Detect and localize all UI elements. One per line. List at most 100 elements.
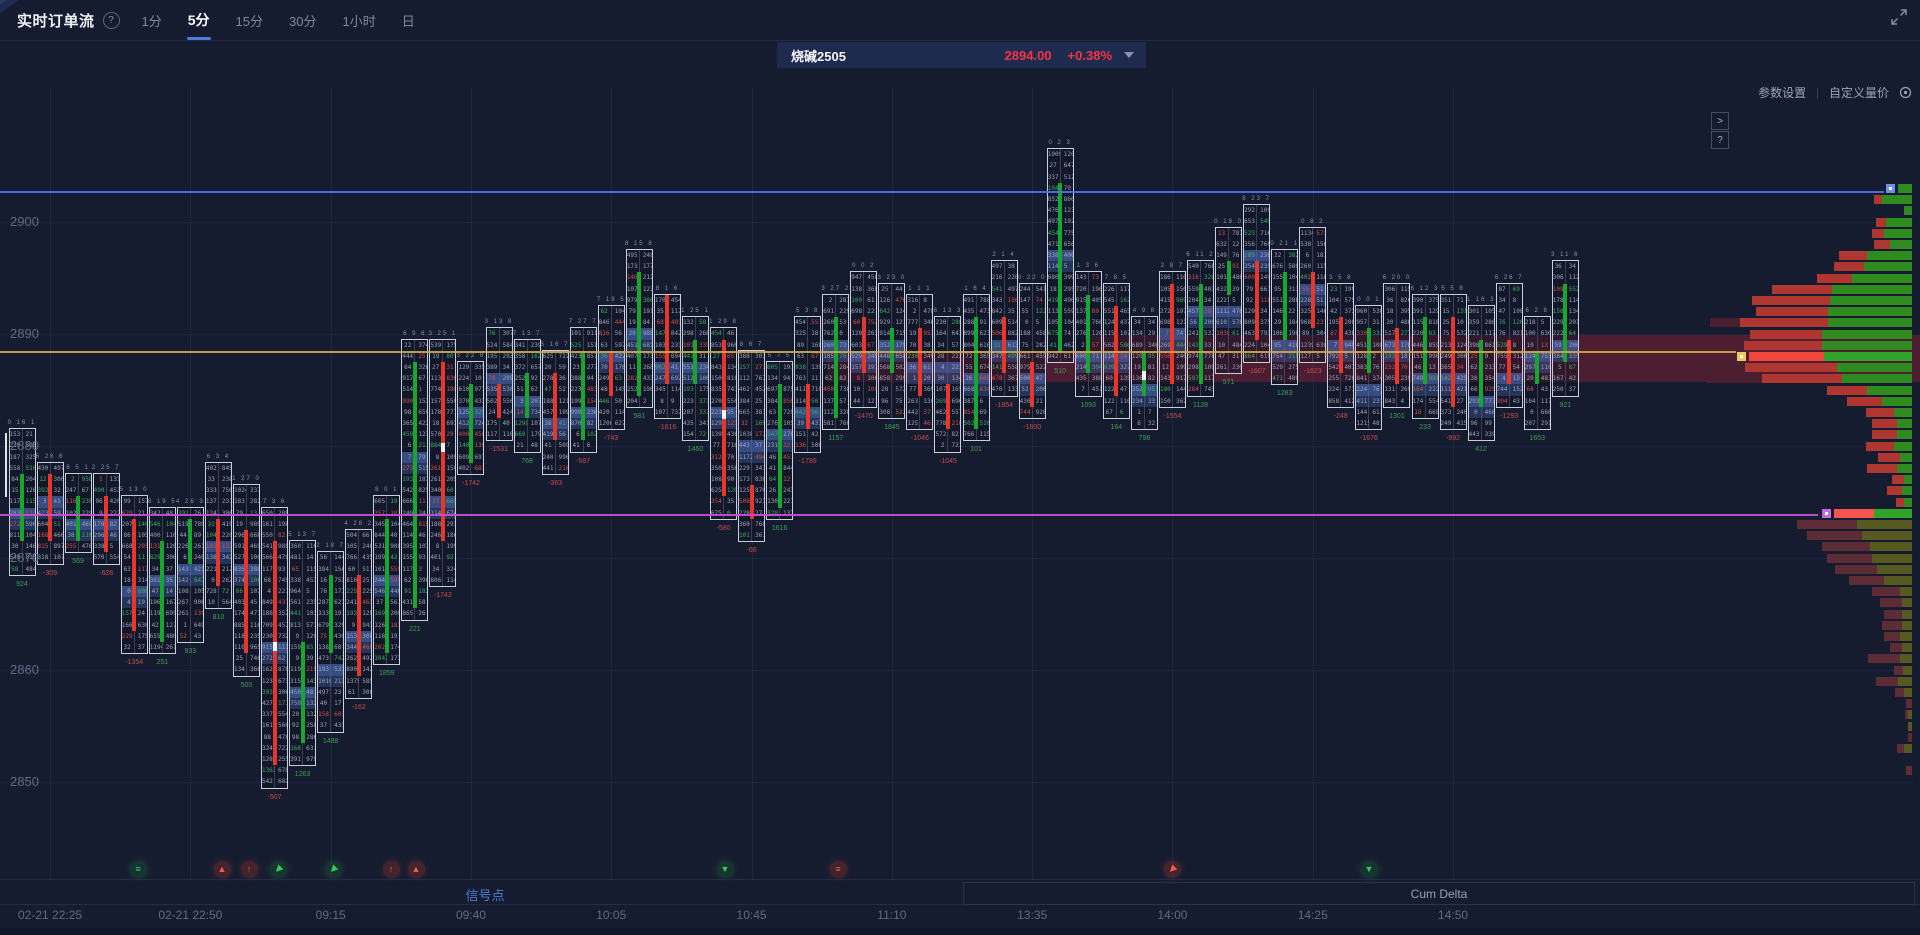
profile-buy-bar	[1884, 228, 1912, 238]
v-gridline	[611, 88, 613, 879]
settings-button[interactable]: 参数设置	[1758, 86, 1807, 100]
profile-buy-bar	[1872, 553, 1912, 563]
signal-marker-arrow-up[interactable]: ↑	[382, 861, 400, 878]
signal-marker-arrow-up[interactable]: ↑	[240, 861, 258, 878]
panel-help-button[interactable]: ?	[1711, 131, 1729, 149]
profile-sell-bar	[1827, 385, 1867, 395]
profile-buy-bar	[1908, 710, 1912, 720]
help-icon[interactable]: ?	[102, 11, 120, 29]
tab-1分[interactable]: 1分	[141, 13, 162, 29]
signal-marker-rocket[interactable]: ▶	[1163, 861, 1181, 878]
profile-buy-bar	[1897, 430, 1912, 440]
v-gridline	[1032, 88, 1034, 879]
signal-marker-rocket[interactable]: ▶	[324, 861, 342, 878]
tab-5分[interactable]: 5分	[188, 6, 210, 34]
time-tick-label: 11:10	[877, 908, 907, 922]
symbol-change: +0.38%	[1067, 47, 1112, 63]
cum-delta-label: Cum Delta	[1410, 886, 1468, 901]
signal-marker-triangle-up[interactable]: ▲	[213, 861, 231, 878]
signal-marker-triangle-down[interactable]: ▼	[716, 861, 734, 878]
h-gridline	[0, 670, 1914, 671]
collapse-expand-icon[interactable]	[1890, 8, 1908, 26]
profile-buy-bar	[1897, 463, 1912, 473]
cum-delta-panel[interactable]: Cum Delta	[963, 882, 1915, 905]
footprint-candle: 1024337183282791319989296668591469527100…	[232, 476, 261, 689]
profile-buy-bar	[1822, 340, 1912, 350]
footprint-candle: 1019115251514238572327738894223483199154…	[568, 319, 598, 465]
panel-expand-button[interactable]: >	[1711, 112, 1729, 130]
profile-buy-bar	[1900, 452, 1912, 462]
profile-ext-bar	[1710, 318, 1740, 328]
profile-sell-bar	[1884, 609, 1902, 619]
footprint-candle: 3061155368261839520480517277673178193182…	[1382, 274, 1412, 420]
profile-buy-bar	[1824, 351, 1912, 361]
profile-buy-bar	[1857, 519, 1912, 529]
tab-1小时[interactable]: 1小时	[342, 13, 376, 29]
signal-marker-rocket[interactable]: ▶	[269, 861, 287, 878]
yellow-price-marker[interactable]	[1737, 351, 1746, 361]
chevron-down-icon[interactable]	[1124, 52, 1134, 58]
profile-sell-bar	[1894, 665, 1903, 675]
profile-buy-bar	[1870, 542, 1912, 552]
time-tick-label: 02-21 22:50	[158, 908, 223, 922]
profile-buy-bar	[1904, 687, 1912, 697]
footprint-candle: 9915762921207140861056682955411631171831…	[119, 487, 149, 667]
footprint-candle: 1009120276473375121044708528604761233497…	[1046, 140, 1074, 375]
profile-buy-bar	[1897, 419, 1912, 429]
symbol-selector[interactable]: 烧碱2505 2894.00 +0.38%	[777, 42, 1146, 68]
profile-ext-bar	[1707, 374, 1762, 384]
footprint-candle: 3168247877734619953703823034936611207736…	[906, 285, 934, 443]
side-button-group: > ?	[1711, 112, 1729, 149]
v-gridline	[1453, 88, 1455, 879]
profile-buy-bar	[1904, 743, 1912, 753]
profile-sell-bar	[1822, 542, 1870, 552]
tab-日[interactable]: 日	[401, 13, 415, 29]
price-tick-label: 2880	[10, 438, 39, 453]
signal-marker-layers[interactable]: ≡	[829, 861, 847, 878]
signal-marker-triangle-down[interactable]: ▼	[1360, 861, 1378, 878]
blue-price-marker[interactable]	[1886, 183, 1895, 193]
visibility-icon[interactable]	[1899, 86, 1912, 99]
profile-buy-bar	[1902, 643, 1912, 653]
footprint-candle: 6502081611985508254198856647911793687454…	[261, 498, 289, 801]
profile-sell-bar	[1880, 598, 1902, 608]
profile-buy-bar	[1864, 262, 1912, 272]
footprint-candle: 1861101051504159692721976981219774269444…	[1158, 263, 1186, 420]
footprint-candle: 3434134296893461209519811360823529512343…	[1130, 308, 1158, 443]
profile-sell-bar	[1834, 262, 1864, 272]
footprint-candle: 2237444425643269176751419901539865936542…	[401, 330, 429, 633]
tab-30分[interactable]: 30分	[289, 13, 317, 29]
v-gridline	[470, 88, 472, 879]
profile-ext-bar	[1705, 363, 1745, 373]
profile-sell-bar	[1908, 732, 1912, 742]
profile-sell-bar	[1878, 452, 1900, 462]
profile-buy-bar	[1882, 396, 1912, 406]
signal-marker-layers[interactable]: ≡	[129, 861, 147, 878]
profile-buy-bar	[1904, 497, 1912, 507]
tab-15分[interactable]: 15分	[235, 13, 264, 29]
profile-buy-bar	[1822, 329, 1912, 339]
footprint-candle: 7630752458419529338934782095355305025562…	[484, 319, 514, 454]
profile-sell-bar	[1892, 475, 1904, 485]
time-tick-label: 14:50	[1438, 908, 1469, 922]
purple-price-marker[interactable]	[1822, 508, 1831, 518]
footprint-candle: 3517115131251075532213124249306365341424…	[1439, 285, 1467, 443]
custom-volume-price-button[interactable]: 自定义量价	[1828, 86, 1889, 100]
time-tick-label: 09:40	[455, 908, 486, 922]
footprint-candle: 9474501383681006169822160752120626360367…	[850, 263, 878, 420]
footprint-candle: 3011053592862211173988612596221338354669…	[1466, 297, 1496, 454]
profile-sell-bar	[1740, 318, 1828, 328]
signal-panel-label[interactable]: 信号点	[465, 888, 505, 903]
profile-buy-bar	[1874, 508, 1912, 518]
footprint-candle: 4973821622654149734318684235609514506882…	[990, 252, 1018, 409]
profile-buy-bar	[1842, 374, 1912, 384]
profile-sell-bar	[1882, 620, 1902, 630]
signal-marker-triangle-up[interactable]: ▲	[407, 861, 425, 878]
footprint-candle: 4544685396027658431341508108357412705502…	[709, 319, 738, 532]
footprint-candle: 3412393581623726572529251623207147341298…	[512, 330, 542, 465]
h-gridline	[0, 446, 1914, 447]
footprint-candle: 8769348471087761207682152987553127754413…	[1494, 274, 1524, 420]
left-scroll-indicator[interactable]	[5, 433, 7, 497]
footprint-candle: 3601164811465115338457964556123544110388…	[288, 532, 317, 779]
